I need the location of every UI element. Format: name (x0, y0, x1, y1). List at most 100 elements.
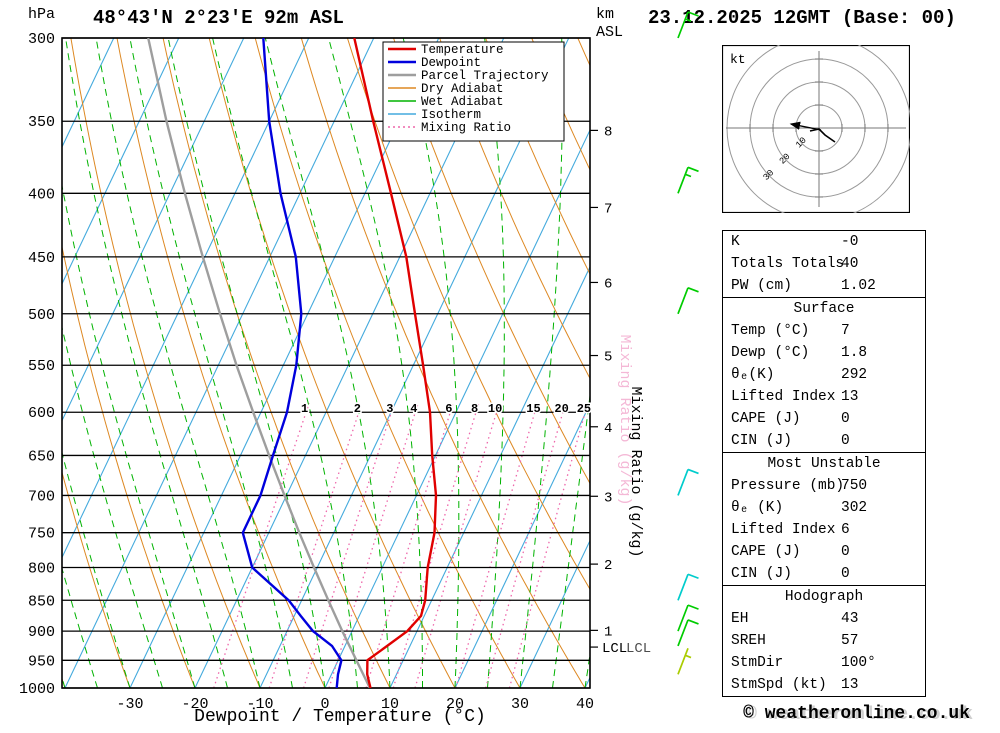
stats-row: CIN (J) 0 (723, 563, 925, 585)
stats-value: 57 (841, 633, 859, 649)
legend-label: Mixing Ratio (421, 121, 511, 135)
wind-barb-half-tick (684, 18, 692, 22)
isotherm-line (454, 402, 590, 688)
stats-value: 0 (841, 433, 850, 449)
temperature-tick-label: -10 (246, 696, 273, 713)
wind-barb-column (677, 11, 699, 675)
wind-barb-full-tick (687, 573, 699, 580)
pressure-tick-label: 750 (28, 526, 55, 543)
stats-section-title: Hodograph (784, 589, 864, 605)
wind-barb-full-tick (687, 166, 699, 173)
wind-barb-staff (677, 167, 689, 194)
pressure-tick-label: 400 (28, 186, 55, 203)
wind-barb (677, 286, 699, 315)
mixing-ratio-value-label: 20 (554, 402, 568, 416)
mixing-ratio-line (508, 402, 589, 688)
wind-barb-full-tick (687, 604, 699, 610)
stats-value: 7 (841, 323, 850, 339)
stats-row: Totals Totals 40 (723, 253, 925, 275)
mixing-ratio-axis-label: Mixing Ratio (g/kg) (627, 386, 644, 557)
wind-barb-full-tick (687, 286, 699, 293)
stats-label: CIN (J) (731, 566, 792, 582)
stats-label: Pressure (mb) (731, 478, 845, 494)
pressure-tick-label: 450 (28, 250, 55, 267)
pressure-tick-label: 350 (28, 114, 55, 131)
km-tick-label: 8 (604, 124, 612, 140)
pressure-tick-label: 550 (28, 358, 55, 375)
km-tick-label: 7 (604, 201, 612, 217)
temperature-curve (353, 38, 438, 688)
stats-section: Hodograph EH 43 SREH 57 StmDir 100° StmSpd (kt)… (723, 585, 925, 696)
pressure-tick-label: 650 (28, 448, 55, 465)
temperature-tick-label: 30 (511, 696, 529, 713)
km-tick-label: 6 (604, 276, 612, 292)
mixing-ratio-value-label: 1 (301, 402, 308, 416)
wind-barb (677, 619, 699, 647)
temperature-tick-label: 0 (320, 696, 329, 713)
legend-label: Parcel Trajectory (421, 69, 549, 83)
stats-row: Dewp (°C) 1.8 (723, 342, 925, 364)
km-tick-label: 4 (604, 421, 612, 437)
stats-section: Surface Temp (°C) 7 Dewp (°C) 1.8 θₑ(K) 292 Lif… (723, 297, 925, 452)
pressure-tick-label: 1000 (19, 681, 55, 698)
wet-adiabat-line (212, 38, 358, 688)
wind-barb-staff (677, 573, 689, 601)
km-tick-label: 3 (604, 490, 612, 506)
wind-barb (677, 11, 699, 39)
station-title: 48°43'N 2°23'E 92m ASL (93, 7, 344, 29)
dry-adiabat-line (62, 470, 131, 688)
plot-border (61, 37, 591, 689)
isotherm-line (194, 38, 505, 688)
dry-adiabat-line (485, 38, 590, 276)
stats-row: CAPE (J) 0 (723, 408, 925, 430)
legend-label: Wet Adiabat (421, 95, 504, 109)
datetime-title: 23.12.2025 12GMT (Base: 00) (648, 7, 956, 29)
stats-value: 13 (841, 677, 859, 693)
wind-barb-staff (677, 469, 689, 496)
wind-barb-staff (677, 11, 689, 39)
profile-curves (147, 38, 438, 688)
stats-row: θₑ(K) 292 (723, 364, 925, 386)
stats-row: K -0 (723, 231, 925, 253)
stats-value: 292 (841, 367, 868, 383)
stats-row: θₑ (K) 302 (723, 497, 925, 519)
mixing-ratio-line (392, 402, 480, 688)
stats-label: θₑ (K) (731, 500, 784, 516)
stats-value: 43 (841, 611, 859, 627)
temperature-tick-label: 40 (576, 696, 594, 713)
stats-label: Lifted Index (731, 522, 836, 538)
stats-value: 1.02 (841, 278, 876, 294)
pressure-tick-label: 800 (28, 561, 55, 578)
isotherm-line (389, 265, 590, 688)
wind-barb-staff (677, 619, 689, 647)
isotherm-line (129, 38, 440, 688)
stats-label: PW (cm) (731, 278, 792, 294)
km-tick-label: 2 (604, 558, 612, 574)
mixing-ratio-value-label: 6 (445, 402, 452, 416)
mixing-ratio-line (414, 402, 500, 688)
temperature-tick-label: 20 (446, 696, 464, 713)
wind-barb (677, 604, 699, 632)
stats-row: CIN (J) 0 (723, 430, 925, 452)
isotherm-line (519, 539, 590, 688)
stats-section-title: Surface (793, 301, 855, 317)
stats-value: 13 (841, 389, 859, 405)
isotherm-line (259, 38, 570, 688)
stats-label: CAPE (J) (731, 544, 801, 560)
altitude-unit-asl-label: ASL (596, 24, 623, 41)
stats-section: Most Unstable Pressure (mb) 750 θₑ (K) 302 Li… (723, 452, 925, 585)
stats-value: 0 (841, 411, 850, 427)
hodograph-trace (809, 128, 836, 143)
isotherm-line (62, 38, 180, 286)
mixing-ratio-line (213, 402, 310, 688)
stats-label: EH (731, 611, 749, 627)
legend-label: Dry Adiabat (421, 82, 504, 96)
wind-barb-staff (677, 604, 689, 632)
stats-label: Dewp (°C) (731, 345, 810, 361)
dry-adiabat-line (439, 38, 590, 380)
copyright-text: © weatheronline.co.uk (743, 704, 970, 724)
legend-label: Temperature (421, 43, 504, 57)
stats-label: CAPE (J) (731, 411, 801, 427)
stats-value: 6 (841, 522, 850, 538)
